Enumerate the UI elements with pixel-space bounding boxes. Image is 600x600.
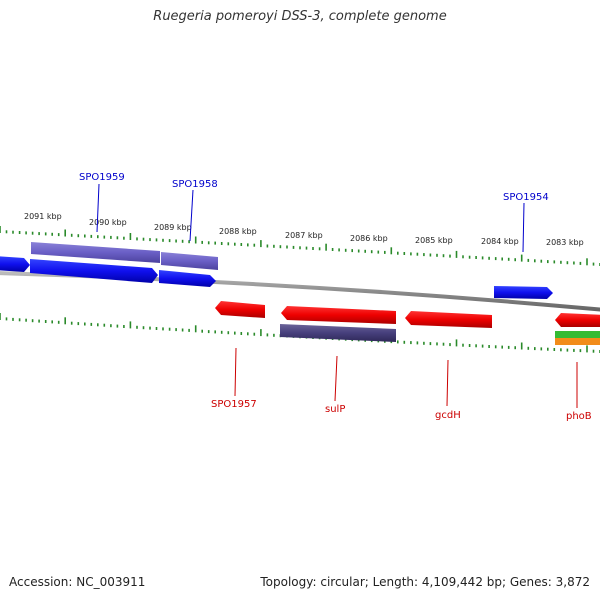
purple-feature-bar[interactable] xyxy=(161,252,218,270)
reverse-gene-arrow[interactable] xyxy=(215,301,265,318)
gene-label-gcdh[interactable]: gcdH xyxy=(435,410,461,421)
gene-label-phob[interactable]: phoB xyxy=(566,411,592,422)
topology-text: Topology: circular; Length: 4,109,442 bp… xyxy=(260,575,590,589)
map-title: Ruegeria pomeroyi DSS-3, complete genome xyxy=(153,9,447,24)
purple-feature-bar[interactable] xyxy=(31,242,160,263)
scale-label: 2086 kbp xyxy=(350,234,388,243)
green-feature-bar[interactable] xyxy=(555,331,600,338)
reverse-gene-arrow[interactable] xyxy=(281,306,396,324)
forward-gene-arrow[interactable] xyxy=(30,259,158,283)
dark-purple-feature-bar[interactable] xyxy=(280,324,396,342)
gene-label-spo1957[interactable]: SPO1957 xyxy=(211,399,257,410)
scale-label: 2090 kbp xyxy=(89,218,127,227)
reverse-gene-arrow[interactable] xyxy=(555,313,600,327)
forward-gene-arrow[interactable] xyxy=(494,286,553,299)
forward-gene-arrow[interactable] xyxy=(0,256,30,272)
label-leader-line xyxy=(334,355,338,402)
gene-label-spo1959[interactable]: SPO1959 xyxy=(79,172,125,183)
scale-label: 2085 kbp xyxy=(415,236,453,245)
label-leader-line xyxy=(234,347,237,397)
gene-label-spo1958[interactable]: SPO1958 xyxy=(172,179,218,190)
label-leader-line xyxy=(522,202,525,253)
reverse-gene-arrow[interactable] xyxy=(405,311,492,328)
gene-label-sulp[interactable]: sulP xyxy=(325,404,345,415)
scale-labels: 2091 kbp 2090 kbp 2089 kbp 2088 kbp 2087… xyxy=(24,212,584,247)
accession-text: Accession: NC_003911 xyxy=(9,575,146,589)
scale-label: 2088 kbp xyxy=(219,227,257,236)
label-leader-line xyxy=(96,183,100,233)
scale-label: 2083 kbp xyxy=(546,238,584,247)
label-leader-line xyxy=(446,359,449,407)
scale-label: 2089 kbp xyxy=(154,223,192,232)
scale-label: 2084 kbp xyxy=(481,237,519,246)
orange-feature-bar[interactable] xyxy=(555,338,600,345)
upper-tick-track xyxy=(0,226,600,266)
scale-label: 2087 kbp xyxy=(285,231,323,240)
label-leader-line xyxy=(189,189,194,242)
forward-gene-arrow[interactable] xyxy=(159,270,216,287)
scale-label: 2091 kbp xyxy=(24,212,62,221)
gene-label-spo1954[interactable]: SPO1954 xyxy=(503,192,549,203)
